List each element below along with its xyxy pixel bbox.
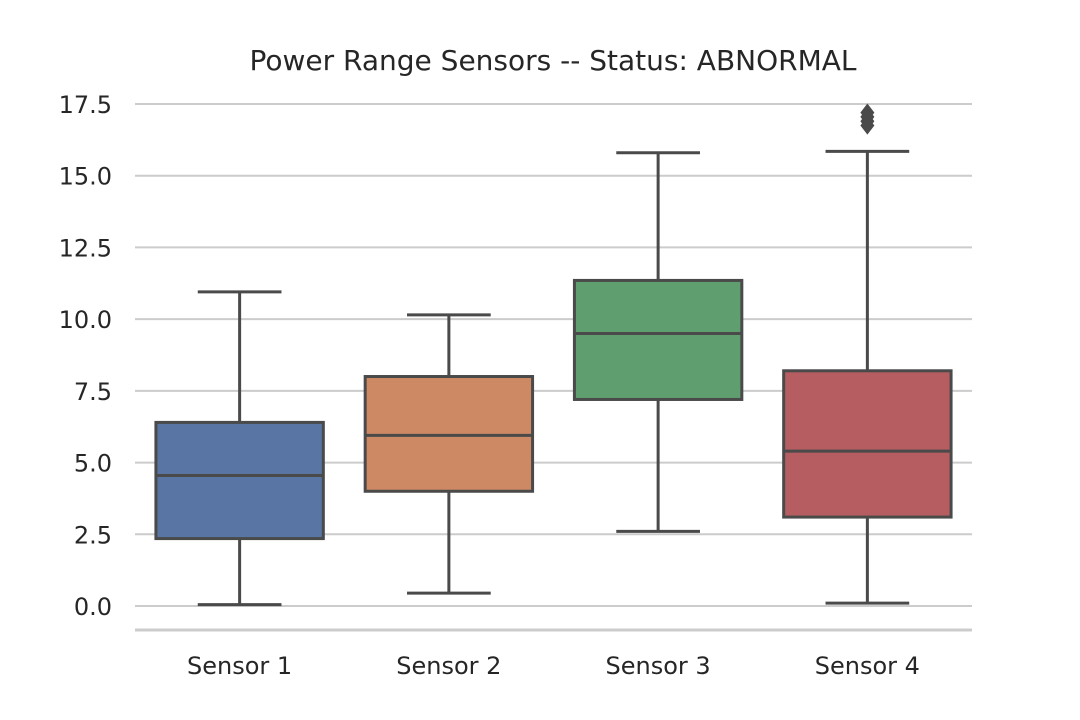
y-tick-label: 15.0 [59, 163, 112, 191]
box-group [154, 290, 325, 607]
outlier-point [860, 103, 875, 122]
y-tick-label: 10.0 [59, 306, 112, 334]
box-layer [154, 103, 953, 607]
y-tick-label: 7.5 [74, 378, 112, 406]
y-tick-label: 2.5 [74, 521, 112, 549]
x-tick-label: Sensor 4 [815, 652, 920, 680]
label-layer: 0.0 2.5 5.0 7.5 10.0 12.5 15.0 17.5 Sensor 1 Sens… [59, 91, 920, 680]
y-tick-label: 0.0 [74, 593, 112, 621]
box-iqr [154, 420, 325, 541]
chart-title: Power Range Sensors -- Status: ABNORMAL [249, 44, 856, 77]
y-tick-label: 5.0 [74, 450, 112, 478]
box-iqr [782, 369, 953, 519]
x-tick-label: Sensor 3 [606, 652, 711, 680]
box-group [363, 313, 535, 595]
box-group [572, 151, 744, 533]
y-tick-label: 17.5 [59, 91, 112, 119]
x-tick-label: Sensor 1 [187, 652, 292, 680]
box-group [782, 103, 953, 605]
x-tick-label: Sensor 2 [396, 652, 501, 680]
box-iqr [572, 278, 744, 401]
y-tick-label: 12.5 [59, 234, 112, 262]
